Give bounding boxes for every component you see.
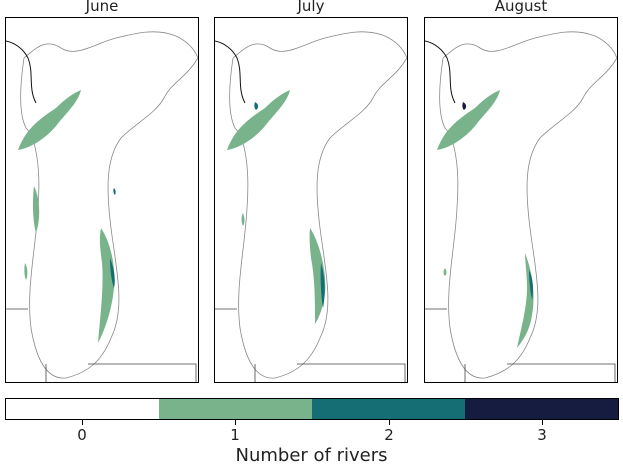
river-overlap bbox=[110, 188, 116, 288]
state-border-line bbox=[215, 40, 246, 104]
map-panel-august bbox=[424, 17, 618, 383]
colorbar-tick-label: 3 bbox=[537, 426, 547, 444]
panel-title-june: June bbox=[85, 0, 119, 15]
lake-map-june bbox=[6, 31, 198, 382]
river-overlap-max bbox=[462, 102, 467, 110]
colorbar-segment-1 bbox=[159, 399, 312, 419]
panel-title-july: July bbox=[297, 0, 325, 15]
lake-map-august bbox=[425, 31, 617, 382]
lake-map-july bbox=[215, 31, 407, 382]
colorbar-segment-2 bbox=[312, 399, 465, 419]
colorbar-tick bbox=[542, 420, 543, 425]
lake-outline bbox=[439, 31, 617, 379]
colorbar-tick-label: 2 bbox=[384, 426, 394, 444]
river-coverage bbox=[437, 90, 534, 348]
river-coverage bbox=[227, 90, 326, 324]
map-panel-july bbox=[214, 17, 408, 383]
colorbar-tick bbox=[389, 420, 390, 425]
panel-title-august: August bbox=[494, 0, 548, 15]
colorbar-segment-3 bbox=[465, 399, 618, 419]
state-border-line bbox=[6, 40, 37, 104]
colorbar-label: Number of rivers bbox=[235, 445, 388, 466]
river-coverage bbox=[18, 90, 115, 343]
river-overlap bbox=[254, 102, 325, 308]
colorbar-segment-0 bbox=[6, 399, 159, 419]
state-border-line bbox=[425, 308, 616, 382]
state-border-line bbox=[425, 40, 456, 104]
lake-outline bbox=[20, 31, 198, 379]
colorbar bbox=[5, 398, 619, 420]
colorbar-tick-label: 0 bbox=[77, 426, 87, 444]
river-overlap bbox=[529, 270, 533, 300]
colorbar-tick bbox=[82, 420, 83, 425]
state-border-line bbox=[215, 308, 406, 382]
colorbar-tick-label: 1 bbox=[230, 426, 240, 444]
lake-outline bbox=[229, 31, 407, 379]
state-border-line bbox=[6, 308, 197, 382]
map-panel-june bbox=[5, 17, 199, 383]
colorbar-tick bbox=[235, 420, 236, 425]
